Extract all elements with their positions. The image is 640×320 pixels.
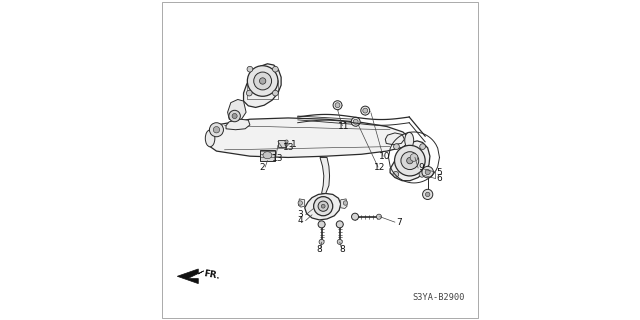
Circle shape <box>401 152 419 170</box>
Text: 13: 13 <box>271 154 283 163</box>
Circle shape <box>321 204 325 208</box>
Circle shape <box>363 108 368 113</box>
Circle shape <box>246 90 252 96</box>
Text: 4: 4 <box>298 216 303 225</box>
Circle shape <box>376 214 381 219</box>
Text: 1: 1 <box>291 140 296 148</box>
Ellipse shape <box>404 132 413 148</box>
Circle shape <box>259 78 266 84</box>
Polygon shape <box>260 150 275 161</box>
Circle shape <box>318 221 325 228</box>
Circle shape <box>422 189 433 199</box>
Circle shape <box>247 66 278 96</box>
Polygon shape <box>298 199 305 207</box>
Text: 7: 7 <box>396 218 401 227</box>
Circle shape <box>247 66 253 72</box>
Text: S3YA-B2900: S3YA-B2900 <box>412 293 465 302</box>
Ellipse shape <box>263 152 272 159</box>
Circle shape <box>273 90 278 96</box>
Circle shape <box>394 145 425 176</box>
Text: 8: 8 <box>317 245 323 254</box>
Text: FR.: FR. <box>203 269 221 281</box>
Circle shape <box>285 143 288 146</box>
Text: 9: 9 <box>419 163 424 172</box>
Circle shape <box>353 119 358 124</box>
Circle shape <box>351 117 360 126</box>
Text: 6: 6 <box>436 174 442 183</box>
Circle shape <box>426 192 430 197</box>
Circle shape <box>336 221 343 228</box>
Polygon shape <box>226 119 250 130</box>
Circle shape <box>343 201 348 205</box>
Circle shape <box>425 170 430 175</box>
Circle shape <box>337 239 342 244</box>
Circle shape <box>351 213 358 220</box>
Circle shape <box>213 126 220 133</box>
Circle shape <box>333 101 342 110</box>
Circle shape <box>253 72 271 90</box>
Circle shape <box>393 172 399 177</box>
Text: 5: 5 <box>436 168 442 177</box>
Text: 8: 8 <box>340 245 346 254</box>
Polygon shape <box>244 64 281 108</box>
Circle shape <box>335 103 340 108</box>
Text: 11: 11 <box>337 122 349 131</box>
Circle shape <box>314 197 333 216</box>
Circle shape <box>410 154 418 161</box>
Polygon shape <box>278 140 285 147</box>
Polygon shape <box>177 269 204 284</box>
Polygon shape <box>210 118 409 157</box>
Polygon shape <box>228 100 246 121</box>
Circle shape <box>422 166 433 178</box>
Circle shape <box>361 106 370 115</box>
Polygon shape <box>390 141 430 181</box>
Circle shape <box>319 239 324 244</box>
Circle shape <box>406 157 413 164</box>
Polygon shape <box>385 133 404 145</box>
Circle shape <box>419 172 425 177</box>
Ellipse shape <box>205 130 215 147</box>
Circle shape <box>229 110 241 122</box>
Text: 3: 3 <box>298 210 303 219</box>
Circle shape <box>232 114 237 119</box>
Polygon shape <box>340 199 347 208</box>
Circle shape <box>298 201 303 205</box>
Circle shape <box>394 144 399 149</box>
Circle shape <box>420 144 426 149</box>
Polygon shape <box>320 157 330 194</box>
Circle shape <box>318 201 328 211</box>
Circle shape <box>273 66 278 72</box>
Circle shape <box>285 140 288 143</box>
Polygon shape <box>305 194 340 220</box>
Circle shape <box>209 123 223 137</box>
Text: 12: 12 <box>374 163 385 172</box>
Text: 13: 13 <box>284 143 295 152</box>
Text: 2: 2 <box>259 163 265 172</box>
Text: 10: 10 <box>379 152 390 161</box>
